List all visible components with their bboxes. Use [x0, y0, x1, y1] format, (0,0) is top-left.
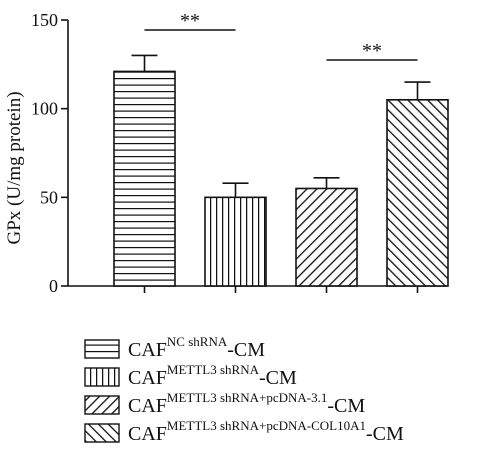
bar-2 [204, 196, 267, 287]
legend-suffix: -CM [227, 339, 265, 361]
y-tick-label: 0 [49, 276, 58, 296]
y-tick-label: 100 [31, 99, 58, 119]
significance-markers: ** ** [144, 10, 418, 62]
legend-base: CAF [128, 395, 167, 417]
legend-suffix: -CM [366, 423, 404, 445]
legend-label-3: CAFMETTL3 shRNA+pcDNA-3.1-CM [128, 390, 365, 417]
legend-base: CAF [128, 423, 167, 445]
y-axis-label: GPx (U/mg protein) [4, 91, 25, 244]
significance-label: ** [362, 40, 382, 62]
legend-swatch-3 [84, 395, 120, 415]
bar-3 [295, 187, 358, 287]
bar-4 [386, 99, 449, 287]
bars [113, 54, 449, 293]
legend-swatch-1 [84, 339, 120, 359]
y-tick-label: 150 [31, 10, 58, 30]
legend-label-4: CAFMETTL3 shRNA+pcDNA-COL10A1-CM [128, 418, 404, 445]
legend-swatch-2 [84, 367, 120, 387]
legend-suffix: -CM [259, 367, 297, 389]
legend-base: CAF [128, 339, 167, 361]
legend-suffix: -CM [327, 395, 365, 417]
legend-label-1: CAFNC shRNA-CM [128, 334, 265, 361]
legend-superscript: METTL3 shRNA+pcDNA-COL10A1 [167, 418, 366, 433]
bar-1 [113, 70, 176, 287]
legend-superscript: NC shRNA [167, 334, 228, 349]
significance-label: ** [180, 10, 200, 32]
y-tick-label: 50 [40, 187, 58, 207]
legend-base: CAF [128, 367, 167, 389]
legend-swatch-4 [84, 423, 120, 443]
legend-superscript: METTL3 shRNA [167, 362, 260, 377]
legend-superscript: METTL3 shRNA+pcDNA-3.1 [167, 390, 327, 405]
legend-label-2: CAFMETTL3 shRNA-CM [128, 362, 297, 389]
